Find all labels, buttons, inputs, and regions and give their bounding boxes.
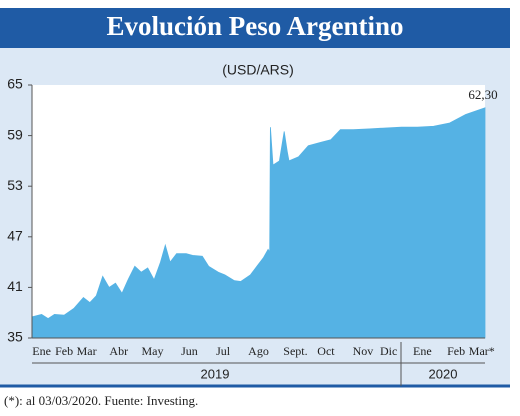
x-tick-label: Mar (77, 344, 97, 358)
y-tick-label: 41 (7, 278, 23, 294)
y-tick-label: 59 (7, 126, 23, 142)
title-bar (0, 8, 510, 48)
x-tick-label: Nov (353, 344, 374, 358)
annotation: 62,30 (468, 87, 497, 102)
year-label: 2020 (429, 366, 458, 381)
y-tick-label: 35 (7, 329, 23, 345)
x-tick-label: Feb (447, 344, 465, 358)
chart-subtitle: (USD/ARS) (222, 62, 294, 78)
x-tick-label: Abr (109, 344, 128, 358)
x-tick-label: Feb (55, 344, 73, 358)
chart-title: Evolución Peso Argentino (106, 11, 403, 41)
y-tick-label: 65 (7, 76, 23, 92)
x-tick-label: Oct (317, 344, 335, 358)
x-tick-label: May (141, 344, 163, 358)
year-label: 2019 (201, 366, 230, 381)
x-tick-label: Sept. (283, 344, 307, 358)
x-tick-label: Ene (413, 344, 432, 358)
x-tick-label: Jul (216, 344, 231, 358)
y-tick-label: 47 (7, 228, 23, 244)
area (31, 107, 486, 339)
x-tick-label: Ago (248, 344, 269, 358)
x-tick-label: Jun (181, 344, 198, 358)
y-tick-label: 53 (7, 177, 23, 193)
x-tick-label: Ene (32, 344, 51, 358)
footnote: (*): al 03/03/2020. Fuente: Investing. (4, 393, 198, 408)
x-tick-label: Mar* (469, 344, 495, 358)
x-tick-label: Dic (380, 344, 397, 358)
